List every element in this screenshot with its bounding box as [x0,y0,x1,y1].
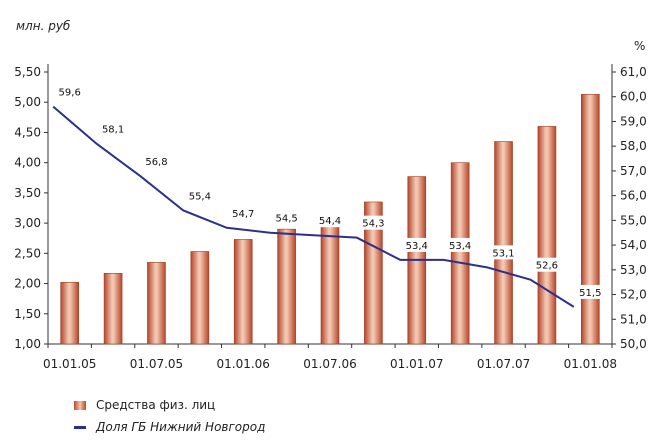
x-tick-label: 01.01.07 [390,357,443,371]
data-label-bg [446,237,475,252]
left-tick-label: 2,50 [14,246,41,260]
right-tick-label: 55,0 [620,213,647,227]
bar [103,272,123,345]
bar [537,126,557,345]
right-tick-label: 54,0 [620,238,647,252]
left-tick-label: 5,00 [14,95,41,109]
data-label-bg [489,245,518,260]
data-label: 56,8 [145,157,167,168]
data-label: 53,4 [406,241,428,252]
bar [190,251,210,345]
right-tick-label: 56,0 [620,189,647,203]
right-tick-label: 58,0 [620,139,647,153]
bar [450,162,470,345]
data-label: 59,6 [59,88,81,99]
bar [364,201,383,345]
data-label: 54,3 [362,219,384,230]
legend-line-label: Доля ГБ Нижний Новгород [96,420,266,434]
data-label-bg [142,153,171,168]
data-label-bg [316,213,344,228]
data-label: 54,5 [275,214,297,225]
x-tick-label: 01.07.07 [477,357,530,371]
data-label-bg [272,210,301,225]
bar [60,282,79,345]
combo-chart: 1,00 1,50 2,00 2,50 3,00 3,50 4,00 4,50 5,00 5,50… [14,19,647,371]
left-tick-label: 4,50 [14,125,41,139]
right-tick-label: 57,0 [620,164,647,178]
data-label-bg [99,121,128,136]
data-label: 51,5 [579,288,601,299]
legend-bar-label: Средства физ. лиц [96,398,216,412]
right-tick-label: 52,0 [620,288,647,302]
data-label-bg [532,257,561,272]
left-tick-label: 4,00 [14,156,41,170]
x-tick-label: 01.07.05 [130,357,183,371]
bar [233,239,253,345]
data-label-bg [576,284,605,299]
right-tick-label: 61,0 [620,65,647,79]
legend-line-swatch [74,425,86,429]
data-label: 52,6 [536,261,558,272]
data-label: 58,1 [102,125,124,136]
bar [581,94,600,345]
right-tick-label: 53,0 [620,263,647,277]
right-tick-label: 60,0 [620,90,647,104]
data-label: 54,7 [232,209,254,220]
data-label: 53,4 [449,241,471,252]
legend-item-line: Доля ГБ Нижний Новгород [74,416,265,438]
bar [320,213,340,345]
legend-bar-swatch [74,400,86,410]
bar [277,228,296,345]
left-tick-label: 3,00 [14,216,41,230]
left-tick-label: 1,50 [14,307,41,321]
data-label: 55,4 [189,191,211,202]
data-label: 54,4 [319,216,341,227]
data-label: 53,1 [492,248,514,259]
x-tick-label: 01.01.06 [217,357,270,371]
x-tick-label: 01.01.05 [43,357,96,371]
right-tick-label: 59,0 [620,114,647,128]
bar [494,141,513,345]
right-tick-label: 51,0 [620,312,647,326]
data-label-bg [359,215,388,230]
left-tick-label: 1,00 [14,337,41,351]
legend-item-bars: Средства физ. лиц [74,394,265,416]
left-tick-label: 3,50 [14,186,41,200]
data-label-bg [402,237,431,252]
legend: Средства физ. лиц Доля ГБ Нижний Новгоро… [74,394,265,438]
data-label-bg [185,188,214,203]
data-label-bg [229,205,258,220]
x-tick-label: 01.07.06 [303,357,356,371]
left-tick-label: 2,00 [14,277,41,291]
left-axis-unit: млн. руб [16,19,71,33]
share-line-series [52,105,575,308]
bar [147,262,166,345]
x-tick-label: 01.01.08 [564,357,617,371]
left-tick-label: 5,50 [14,65,41,79]
right-axis-unit: % [634,39,645,53]
right-tick-label: 50,0 [620,337,647,351]
data-label-bg [55,84,84,99]
